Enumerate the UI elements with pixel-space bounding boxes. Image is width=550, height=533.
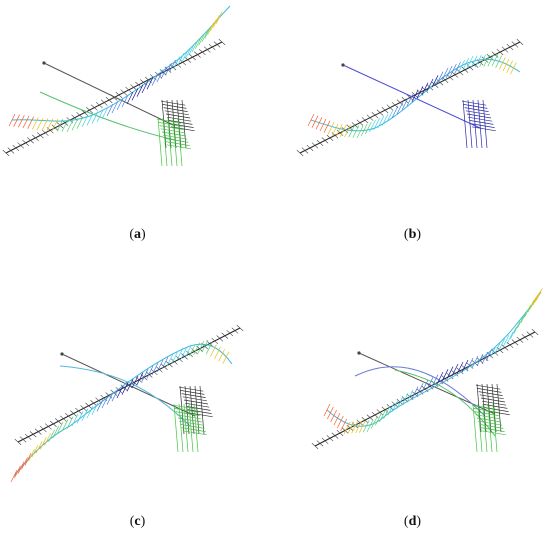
panel-b-label: b bbox=[408, 227, 417, 242]
panel-c-label: c bbox=[134, 514, 141, 529]
panel-d-wake-curve bbox=[326, 291, 542, 427]
panel-d-label: d bbox=[408, 514, 417, 529]
panel-d-anchor-point bbox=[357, 351, 361, 355]
panel-b: (b) bbox=[275, 0, 550, 266]
panel-c: (c) bbox=[0, 266, 275, 532]
panel-a-diagram bbox=[2, 5, 231, 167]
panel-b-wake-curve bbox=[310, 59, 521, 132]
panel-c-diagram bbox=[10, 324, 244, 483]
panel-c-reference-line bbox=[61, 353, 196, 417]
panel-d: (d) bbox=[275, 266, 550, 532]
panel-c-secondary-curve bbox=[59, 365, 191, 427]
panel-c-anchor-point bbox=[60, 352, 64, 356]
panel-d-caption: (d) bbox=[403, 514, 422, 529]
panel-a-hatch bbox=[8, 11, 223, 133]
panel-b-diagram bbox=[296, 38, 524, 157]
panel-c-blade-green bbox=[173, 403, 207, 453]
panel-a-reference-line bbox=[43, 62, 176, 127]
panel-d-secondary-curve bbox=[354, 366, 486, 417]
panel-a-axis bbox=[2, 38, 226, 157]
panel-c-caption: (c) bbox=[129, 514, 146, 529]
panel-a-blade-gray bbox=[161, 99, 195, 149]
panel-b-blade bbox=[462, 99, 496, 149]
panel-b-anchor-point bbox=[341, 63, 345, 67]
panel-d-blade-green bbox=[472, 403, 506, 453]
panel-d-diagram bbox=[311, 288, 543, 453]
panel-c-blade-gray bbox=[179, 385, 213, 435]
panel-d-hatch bbox=[323, 288, 543, 435]
panel-a-label: a bbox=[134, 227, 141, 242]
panel-b-caption: (b) bbox=[403, 227, 422, 242]
panel-a-anchor-point bbox=[42, 61, 46, 65]
panel-b-axis bbox=[296, 38, 524, 157]
panel-a-caption: (a) bbox=[129, 227, 146, 242]
panel-a-blade-green bbox=[157, 117, 191, 167]
panel-c-wake-curve bbox=[13, 343, 233, 477]
panel-b-hatch bbox=[307, 53, 517, 139]
panel-a: (a) bbox=[0, 0, 275, 266]
panel-c-hatch bbox=[10, 339, 230, 483]
